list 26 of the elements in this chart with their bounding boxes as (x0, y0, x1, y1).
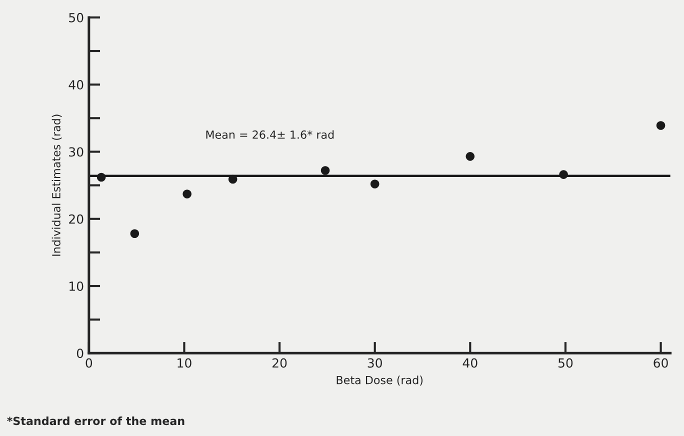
point (559, 170, 568, 179)
y-tick-label: 50 (69, 12, 84, 22)
y-axis-title: Individual Estimates (rad) (52, 114, 62, 256)
point (320, 166, 330, 175)
y-tick-label: 10 (70, 281, 84, 291)
x-tick-label: 40 (462, 358, 478, 368)
x-axis-title: Beta Dose (rad) (336, 376, 423, 386)
x-tick-label: 60 (654, 358, 668, 368)
y-tick-label: 30 (69, 147, 84, 157)
y-tick-label: 0 (76, 348, 84, 358)
ref-line-label: Mean = 26.4± 1.6* rad (206, 130, 334, 139)
point (656, 121, 666, 130)
point (228, 174, 238, 184)
x-tick-label: 30 (368, 358, 382, 368)
x-tick-label: 10 (178, 358, 192, 368)
x-tick-label: 20 (272, 358, 287, 368)
y-tick-label: 40 (68, 80, 84, 90)
point (370, 180, 380, 188)
point (96, 172, 106, 182)
x-tick-label: 0 (86, 358, 92, 368)
point (130, 229, 140, 238)
y-tick-label: 20 (69, 214, 84, 224)
point (466, 152, 475, 161)
x-tick-label: 50 (558, 358, 573, 368)
point (182, 190, 192, 198)
text: *Standard error of the mean (7, 416, 184, 426)
